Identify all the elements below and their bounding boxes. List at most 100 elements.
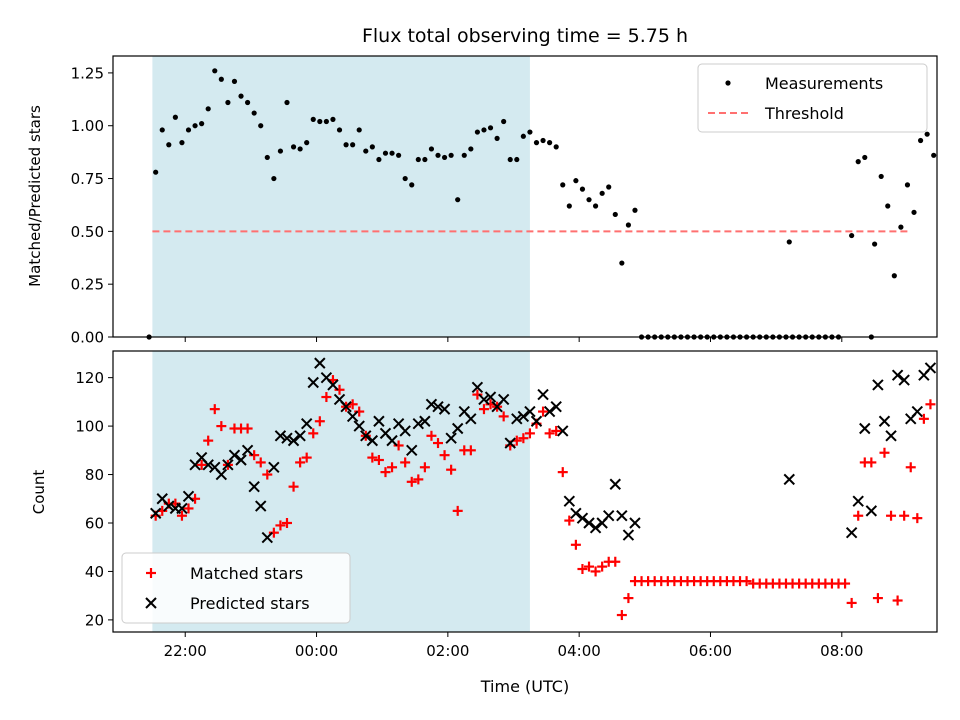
matched-star-point — [905, 462, 916, 473]
x-tick-label: 08:00 — [820, 642, 863, 660]
matched-star-point — [406, 476, 417, 487]
predicted-star-point — [235, 454, 247, 466]
matched-star-point — [564, 515, 575, 526]
measurement-point — [304, 140, 310, 146]
measurement-point — [199, 121, 205, 127]
matched-star-point — [538, 406, 549, 417]
measurement-point — [271, 175, 277, 182]
matched-star-point — [518, 433, 529, 444]
measurement-point — [904, 182, 911, 188]
y-tick-label: 1.00 — [71, 117, 104, 135]
ratio-y-ticks: 0.00 0.25 0.50 0.75 1.00 1.25 — [71, 64, 113, 347]
matched-star-point — [570, 539, 581, 550]
measurement-point — [238, 93, 244, 99]
matched-star-point — [426, 430, 437, 441]
y-tick-label: 0.50 — [71, 223, 104, 241]
matched-stars-series — [150, 375, 936, 621]
measurement-point — [225, 99, 231, 106]
matched-star-point — [439, 450, 450, 461]
measurement-point — [599, 190, 605, 196]
matched-legend-marker — [146, 568, 156, 578]
matched-star-point — [183, 503, 194, 514]
predicted-star-point — [583, 517, 595, 529]
predicted-star-point — [425, 398, 438, 411]
measurement-point — [632, 207, 638, 213]
y-tick-label: 0.25 — [71, 276, 104, 294]
predicted-star-point — [281, 432, 293, 444]
predicted-star-point — [268, 461, 280, 473]
matched-star-point — [879, 447, 890, 458]
predicted-star-point — [543, 405, 556, 418]
predicted-star-point — [307, 376, 319, 389]
measurement-point — [533, 140, 540, 146]
matched-star-point — [623, 593, 634, 604]
measurement-point — [606, 184, 612, 190]
measurement-point — [192, 123, 198, 129]
measurement-point — [323, 118, 329, 125]
measurement-point — [212, 68, 218, 74]
matched-star-point — [275, 520, 286, 531]
matched-star-point — [216, 421, 227, 432]
measurement-point — [448, 152, 454, 158]
measurement-point — [924, 131, 930, 137]
measurement-point — [310, 116, 316, 122]
x-tick-label: 06:00 — [689, 642, 732, 660]
measurement-point — [231, 78, 238, 84]
matched-star-point — [380, 467, 391, 478]
matched-legend-label: Matched stars — [190, 564, 303, 583]
count-legend-box — [121, 552, 351, 624]
predicted-star-point — [885, 430, 897, 442]
predicted-star-point — [202, 459, 214, 471]
matched-star-point — [452, 505, 463, 516]
measurement-point — [258, 123, 264, 129]
measurement-point — [507, 156, 513, 163]
measurement-point — [415, 156, 421, 163]
measurement-point — [540, 137, 546, 144]
measurement-point — [468, 146, 474, 152]
predicted-star-point — [609, 478, 621, 490]
matched-star-point — [590, 566, 601, 577]
measurement-point — [264, 154, 270, 161]
matched-star-point — [387, 462, 398, 473]
matched-star-point — [288, 481, 299, 492]
measurement-point — [514, 156, 520, 163]
measurement-point — [153, 169, 159, 175]
measurement-point — [494, 135, 500, 141]
measurement-point — [885, 203, 891, 209]
predicted-star-point — [898, 374, 910, 386]
predicted-star-point — [484, 391, 497, 403]
measurement-point — [244, 99, 251, 106]
measurement-point — [612, 211, 618, 218]
predicted-star-point — [891, 369, 904, 381]
matched-star-point — [249, 450, 260, 461]
predicted-star-point — [255, 500, 267, 512]
measurement-point — [625, 222, 632, 228]
measurement-point — [855, 159, 861, 165]
measurement-point — [159, 127, 165, 133]
count-panel: 20 40 60 80 100 120 22:00 00:00 02:00 04:00 06:00… — [30, 350, 938, 696]
measurement-point — [872, 241, 878, 247]
matched-star-point — [918, 413, 929, 424]
matched-star-point — [741, 576, 752, 587]
predicted-star-point — [511, 413, 523, 425]
matched-star-point — [433, 438, 444, 449]
measurement-point — [891, 273, 897, 279]
measurement-point — [849, 232, 855, 239]
measurement-point — [356, 127, 362, 133]
measurement-point — [547, 140, 553, 146]
predicted-star-point — [432, 401, 444, 413]
measurement-point — [396, 152, 402, 158]
measurement-point — [382, 150, 389, 156]
measurement-point — [428, 146, 435, 152]
measurement-point — [330, 116, 336, 122]
measurement-point — [350, 142, 356, 148]
matched-star-point — [597, 561, 608, 572]
ratio-shaded-region — [152, 56, 530, 337]
measurement-point — [369, 144, 375, 150]
matched-star-point — [544, 428, 555, 439]
y-tick-label: 80 — [85, 466, 104, 484]
predicted-star-point — [783, 473, 795, 486]
predicted-star-point — [274, 430, 287, 442]
matched-star-point — [557, 467, 568, 478]
measurement-point — [579, 186, 586, 192]
